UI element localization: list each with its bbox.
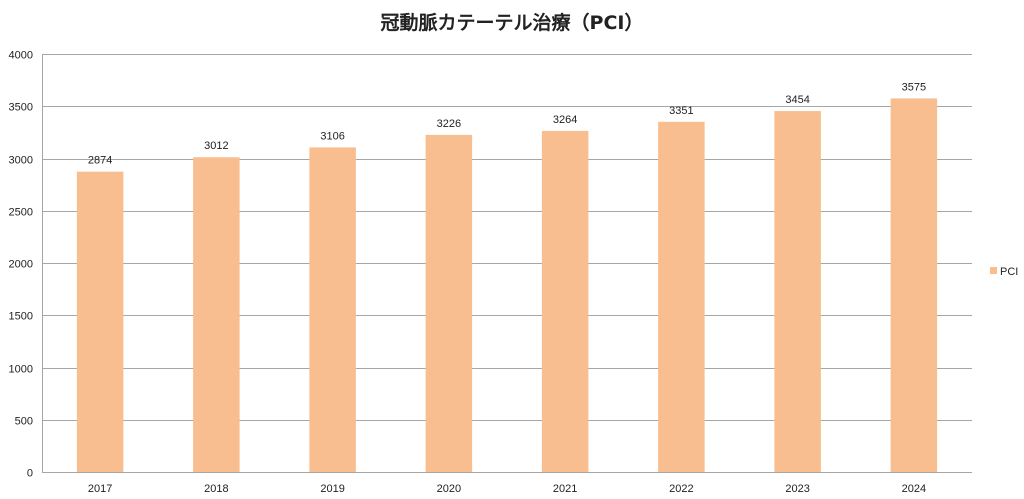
data-label-2017: 2874 bbox=[88, 155, 112, 167]
bar-2019 bbox=[309, 147, 356, 472]
x-tick-label-2021: 2021 bbox=[553, 483, 577, 495]
x-tick-label-2023: 2023 bbox=[785, 483, 809, 495]
bar-2017 bbox=[76, 171, 124, 473]
bar-2020 bbox=[425, 134, 473, 472]
x-axis-ticks: 2017 2018 2019 2020 2021 2022 2023 2024 bbox=[42, 472, 972, 495]
x-tick-label-2018: 2018 bbox=[204, 483, 228, 495]
y-tick-label: 4000 bbox=[9, 50, 33, 62]
x-tick-label-2019: 2019 bbox=[320, 483, 344, 495]
bar-2024 bbox=[890, 98, 938, 472]
x-tick-label-2024: 2024 bbox=[902, 483, 926, 495]
y-tick-label: 2000 bbox=[9, 259, 33, 271]
y-tick-label: 1500 bbox=[9, 311, 33, 323]
data-label-2020: 3226 bbox=[437, 118, 461, 130]
y-tick-label: 1000 bbox=[9, 364, 33, 376]
bar-2021 bbox=[541, 130, 589, 473]
legend-label-pci: PCI bbox=[1000, 266, 1018, 278]
data-label-2024: 3575 bbox=[902, 81, 926, 93]
data-label-2023: 3454 bbox=[785, 94, 809, 106]
legend-swatch-pci bbox=[990, 267, 997, 274]
data-label-2019: 3106 bbox=[320, 130, 344, 142]
x-tick-label-2022: 2022 bbox=[669, 483, 693, 495]
bar-2018 bbox=[193, 157, 240, 472]
gridlines bbox=[42, 54, 972, 473]
y-tick-label: 0 bbox=[27, 468, 33, 480]
y-tick-label: 3000 bbox=[9, 155, 33, 167]
data-label-2021: 3264 bbox=[553, 114, 577, 126]
x-tick-label-2017: 2017 bbox=[88, 483, 112, 495]
y-tick-label: 3500 bbox=[9, 102, 33, 114]
legend: PCI bbox=[990, 266, 1018, 278]
y-tick-label: 500 bbox=[15, 416, 33, 428]
x-tick-label-2020: 2020 bbox=[437, 483, 461, 495]
bar-2023 bbox=[774, 111, 821, 472]
bar-2022 bbox=[658, 121, 705, 473]
chart-title: 冠動脈カテーテル治療（PCI） bbox=[380, 12, 644, 34]
bars: 2874 3012 3106 3226 3264 3351 3454 3575 bbox=[76, 81, 938, 473]
data-label-2022: 3351 bbox=[669, 105, 693, 117]
data-label-2018: 3012 bbox=[204, 140, 228, 152]
y-axis-ticks: 0 500 1000 1500 2000 2500 3000 3500 4000 bbox=[9, 50, 33, 480]
y-tick-label: 2500 bbox=[9, 207, 33, 219]
